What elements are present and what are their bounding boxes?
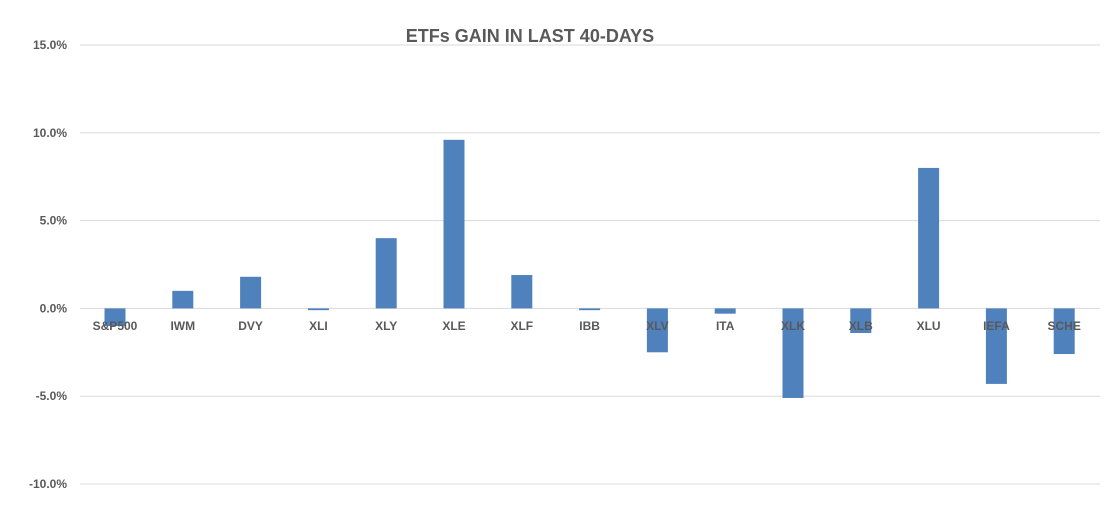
bar-iefa	[985, 308, 1007, 384]
bars	[104, 139, 1075, 398]
gridlines	[80, 44, 1100, 485]
y-tick-label: 15.0%	[33, 38, 67, 52]
x-category-label: SCHE	[1048, 319, 1081, 333]
x-category-label: XLY	[375, 319, 397, 333]
bar-xly	[375, 238, 397, 309]
y-tick-label: 5.0%	[40, 214, 68, 228]
bar-iwm	[172, 290, 194, 309]
bar-sp500	[104, 308, 126, 326]
x-axis-labels: S&P500 IWM DVY XLI XLY XLE XLF IBB XLV ITA XLK XLB X…	[93, 319, 1081, 333]
x-category-label: XLE	[442, 319, 465, 333]
chart-title: ETFs GAIN IN LAST 40-DAYS	[406, 26, 654, 46]
bar-sche	[1053, 308, 1075, 355]
x-category-label: DVY	[238, 319, 263, 333]
bar-xlv	[646, 308, 668, 353]
x-category-label: ITA	[716, 319, 735, 333]
x-category-label: IEFA	[983, 319, 1010, 333]
x-category-label: XLV	[646, 319, 668, 333]
x-category-label: XLK	[781, 319, 805, 333]
bar-dvy	[240, 276, 262, 309]
y-tick-label: -10.0%	[29, 477, 67, 491]
bar-xle	[443, 139, 465, 309]
x-category-label: XLU	[917, 319, 941, 333]
bar-xlf	[511, 275, 533, 309]
y-tick-label: 10.0%	[33, 126, 67, 140]
x-category-label: IWM	[170, 319, 195, 333]
x-category-label: XLB	[849, 319, 873, 333]
y-axis-ticks: 15.0% 10.0% 5.0% 0.0% -5.0% -10.0%	[29, 38, 67, 491]
x-category-label: XLF	[510, 319, 533, 333]
bar-xli	[307, 308, 329, 311]
bar-ibb	[579, 308, 601, 311]
y-tick-label: 0.0%	[40, 301, 68, 315]
bar-xlu	[918, 167, 940, 309]
x-category-label: S&P500	[93, 319, 138, 333]
x-category-label: IBB	[579, 319, 600, 333]
bar-ita	[714, 308, 736, 314]
bar-xlk	[782, 308, 804, 398]
x-category-label: XLI	[309, 319, 328, 333]
y-tick-label: -5.0%	[36, 389, 68, 403]
bar-xlb	[850, 308, 872, 333]
